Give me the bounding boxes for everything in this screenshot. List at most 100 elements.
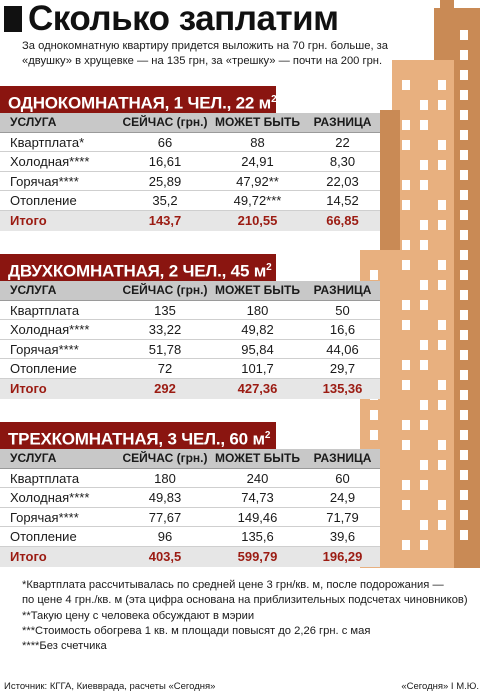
cell-now: 25,89: [148, 173, 182, 189]
table-total-row: Итого 403,5 599,79 196,29: [0, 546, 380, 567]
building-window: [438, 220, 446, 230]
cell-maybe: 47,92**: [236, 173, 279, 189]
building-window: [460, 470, 468, 480]
building-window: [460, 290, 468, 300]
cell-now: 35,2: [152, 193, 178, 209]
building-window: [438, 400, 446, 410]
section-title: ОДНОКОМНАТНАЯ, 1 ЧЕЛ., 22 м: [8, 93, 272, 113]
section-title: ДВУХКОМНАТНАЯ, 2 ЧЕЛ., 45 м: [8, 261, 267, 281]
building-window: [420, 360, 428, 370]
cell-service: Отопление: [10, 361, 77, 377]
building-window: [438, 520, 446, 530]
table-row: Горячая**** 77,67 149,46 71,79: [0, 508, 380, 528]
cell-maybe: 599,79: [237, 548, 278, 564]
col-header-diff: РАЗНИЦА: [313, 115, 372, 129]
cell-service: Отопление: [10, 193, 77, 209]
table-row: Квартплата 135 180 50: [0, 301, 380, 321]
building-window: [438, 140, 446, 150]
building-window: [402, 420, 410, 430]
table-row: Отопление 35,2 49,72*** 14,52: [0, 191, 380, 211]
building-window: [402, 240, 410, 250]
cell-now: 16,61: [148, 154, 182, 170]
building-window: [402, 500, 410, 510]
building-window: [460, 250, 468, 260]
building-window: [460, 190, 468, 200]
building-window: [438, 500, 446, 510]
building-window: [460, 370, 468, 380]
building-window: [420, 100, 428, 110]
cell-now: 143,7: [148, 212, 182, 228]
building-window: [460, 270, 468, 280]
building-window: [438, 440, 446, 450]
building-window: [370, 410, 378, 420]
cell-diff: 22,03: [326, 173, 359, 189]
col-header-service: УСЛУГА: [10, 451, 57, 465]
cell-diff: 16,6: [329, 322, 356, 338]
building-antenna: [440, 0, 454, 12]
cell-service: Горячая****: [10, 173, 79, 189]
building-window: [402, 120, 410, 130]
cell-maybe: 135,6: [241, 529, 274, 545]
building-window: [420, 540, 428, 550]
building-window: [420, 160, 428, 170]
cell-now: 135: [154, 302, 176, 318]
col-header-now: СЕЙЧАС (грн.): [122, 451, 208, 465]
section-banner: ТРЕХКОМНАТНАЯ, 3 ЧЕЛ., 60 м2: [0, 422, 276, 449]
building-window: [460, 390, 468, 400]
col-header-service: УСЛУГА: [10, 115, 57, 129]
table-row: Отопление 72 101,7 29,7: [0, 359, 380, 379]
cell-now: 72: [157, 361, 173, 377]
table-header-row: УСЛУГА СЕЙЧАС (грн.) МОЖЕТ БЫТЬ РАЗНИЦА: [0, 449, 380, 469]
footnotes: *Квартплата рассчитывалась по средней це…: [22, 578, 477, 654]
footnote: по цене 4 грн./кв. м (эта цифра основана…: [22, 594, 468, 607]
page-title: Сколько заплатим: [28, 0, 339, 38]
table-row: Холодная**** 49,83 74,73 24,9: [0, 488, 380, 508]
cell-service: Квартплата*: [10, 134, 85, 150]
col-header-service: УСЛУГА: [10, 283, 57, 297]
col-header-diff: РАЗНИЦА: [313, 451, 372, 465]
section-three-room: ТРЕХКОМНАТНАЯ, 3 ЧЕЛ., 60 м2 УСЛУГА СЕЙЧ…: [0, 422, 380, 567]
cell-maybe: 240: [246, 470, 269, 486]
building-window: [438, 380, 446, 390]
section-title-sup: 2: [264, 430, 271, 441]
cell-maybe: 149,46: [237, 509, 278, 525]
cell-maybe: 49,72***: [233, 193, 282, 209]
building-window: [460, 30, 468, 40]
cell-diff: 22: [335, 134, 350, 150]
building-window: [460, 510, 468, 520]
building-window: [460, 230, 468, 240]
cell-maybe: 95,84: [241, 341, 274, 357]
cell-diff: 44,06: [326, 341, 359, 357]
cell-maybe: 210,55: [237, 212, 278, 228]
building-window: [402, 80, 410, 90]
building-window: [460, 450, 468, 460]
col-header-maybe: МОЖЕТ БЫТЬ: [214, 283, 300, 297]
building-window: [438, 160, 446, 170]
section-table: УСЛУГА СЕЙЧАС (грн.) МОЖЕТ БЫТЬ РАЗНИЦА …: [0, 281, 380, 399]
building-window: [460, 170, 468, 180]
cell-maybe: 74,73: [241, 490, 274, 506]
building-window: [420, 300, 428, 310]
section-banner: ДВУХКОМНАТНАЯ, 2 ЧЕЛ., 45 м2: [0, 254, 276, 281]
building-window: [420, 280, 428, 290]
building-window: [438, 280, 446, 290]
cell-now: 292: [154, 380, 176, 396]
building-window: [402, 200, 410, 210]
source-credit: Источник: КГГА, Киевврада, расчеты «Сего…: [4, 681, 216, 692]
cell-service: Квартплата: [10, 470, 80, 486]
building-window: [402, 300, 410, 310]
section-two-room: ДВУХКОМНАТНАЯ, 2 ЧЕЛ., 45 м2 УСЛУГА СЕЙЧ…: [0, 254, 380, 399]
building-window: [438, 340, 446, 350]
cell-diff: 24,9: [329, 490, 356, 506]
table-total-row: Итого 292 427,36 135,36: [0, 378, 380, 399]
table-row: Горячая**** 25,89 47,92** 22,03: [0, 172, 380, 192]
col-header-now: СЕЙЧАС (грн.): [122, 283, 208, 297]
table-row: Квартплата* 66 88 22: [0, 133, 380, 153]
cell-service: Холодная****: [10, 154, 90, 170]
cell-diff: 135,36: [322, 380, 363, 396]
building-window: [438, 100, 446, 110]
cell-maybe: 88: [250, 134, 265, 150]
section-title-sup: 2: [271, 94, 277, 105]
building-window: [438, 80, 446, 90]
cell-diff: 66,85: [326, 212, 359, 228]
